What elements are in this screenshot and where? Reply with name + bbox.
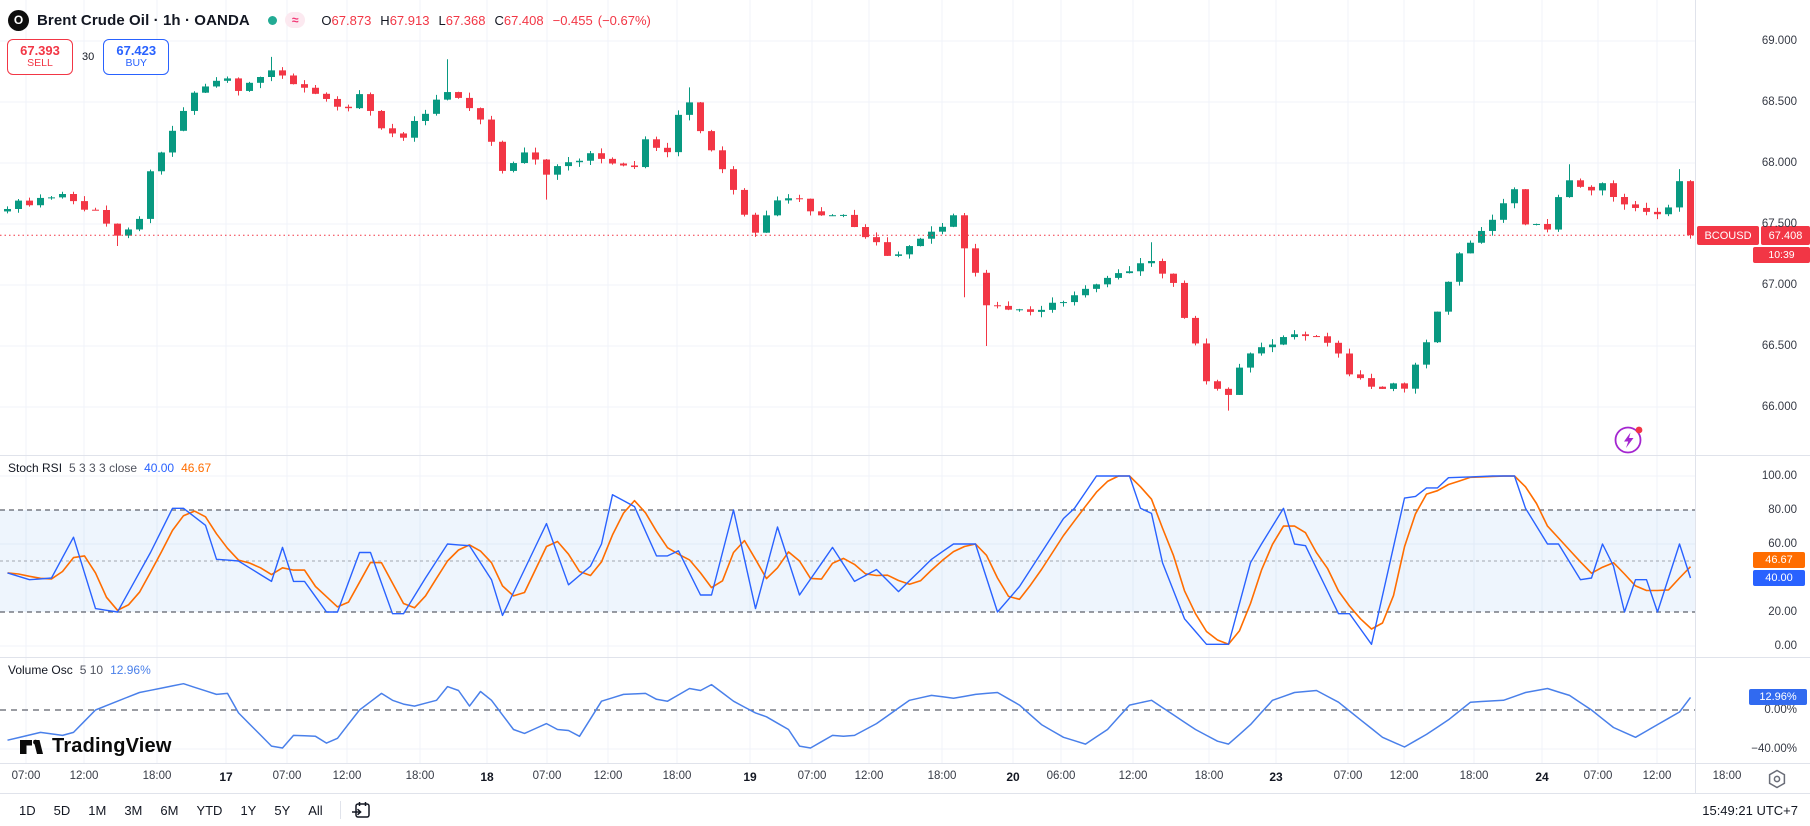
volume-value-badge: 12.96% [1749, 689, 1807, 706]
price-axis-label[interactable]: 67.500 [1761, 218, 1797, 230]
volume-osc-legend[interactable]: Volume Osc 5 10 12.96% [8, 663, 151, 677]
time-axis-label[interactable]: 18:00 [662, 770, 692, 782]
stoch-value-badge: 40.00 [1753, 570, 1805, 586]
time-axis-day-label[interactable]: 24 [1535, 770, 1549, 784]
time-axis-day-label[interactable]: 18 [480, 770, 494, 784]
time-axis-label[interactable]: 12:00 [69, 770, 99, 782]
sell-button[interactable]: 67.393 SELL [7, 39, 73, 75]
clock[interactable]: 15:49:21 UTC+7 [1702, 802, 1798, 818]
bottom-toolbar: 1D 5D 1M 3M 6M YTD 1Y 5Y All 15:49:21 UTC+7 [0, 794, 1810, 826]
range-button-3m[interactable]: 3M [124, 802, 143, 818]
stoch-axis-label[interactable]: 0.00 [1774, 640, 1797, 652]
time-axis-label[interactable]: 12:00 [1118, 770, 1148, 782]
time-axis-label[interactable]: 07:00 [272, 770, 302, 782]
oanda-logo-icon: O [8, 9, 29, 31]
time-axis-label[interactable]: 06:00 [1046, 770, 1076, 782]
time-axis-day-label[interactable]: 19 [743, 770, 757, 784]
stoch-axis-label[interactable]: 20.00 [1768, 606, 1797, 618]
stoch-rsi-legend[interactable]: Stoch RSI 5 3 3 3 close 40.00 46.67 [8, 461, 211, 475]
stoch-rsi-title: Stoch RSI [8, 461, 63, 475]
date-range-buttons: 1D 5D 1M 3M 6M YTD 1Y 5Y All [0, 800, 330, 821]
time-axis-label[interactable]: 18:00 [1712, 770, 1742, 782]
approx-price-icon: ≈ [284, 12, 306, 28]
time-axis-day-label[interactable]: 20 [1006, 770, 1020, 784]
stoch-d-value: 46.67 [181, 461, 212, 475]
price-axis-label[interactable]: 68.500 [1761, 96, 1797, 108]
volume-axis-label[interactable]: −40.00% [1751, 743, 1797, 755]
volume-osc-title: Volume Osc [8, 663, 73, 677]
time-axis-day-label[interactable]: 23 [1269, 770, 1283, 784]
time-axis-label[interactable]: 18:00 [1459, 770, 1489, 782]
high-value: H67.913 [380, 12, 430, 28]
toolbar-divider [339, 801, 341, 819]
range-button-1m[interactable]: 1M [88, 802, 107, 818]
price-axis-label[interactable]: 66.500 [1761, 340, 1797, 352]
last-price-badge: BCOUSD 67.408 [1697, 226, 1810, 245]
time-axis-label[interactable]: 07:00 [11, 770, 41, 782]
open-value: O67.873 [321, 12, 372, 28]
range-button-ytd[interactable]: YTD [196, 802, 223, 818]
stoch-axis-label[interactable]: 80.00 [1768, 504, 1797, 516]
bar-countdown-badge: 10:39 [1753, 247, 1810, 263]
volume-osc-params: 5 10 [79, 663, 104, 677]
price-axis-label[interactable]: 66.000 [1761, 401, 1797, 413]
spread-value: 30 [82, 51, 95, 63]
price-axis-label[interactable]: 67.000 [1761, 279, 1797, 291]
range-button-5y[interactable]: 5Y [274, 802, 291, 818]
time-axis-label[interactable]: 12:00 [1642, 770, 1672, 782]
tradingview-logo[interactable]: TradingView [18, 733, 172, 760]
buy-button[interactable]: 67.423 BUY [103, 39, 170, 75]
low-value: L67.368 [438, 12, 486, 28]
stoch-k-value: 40.00 [144, 461, 175, 475]
time-axis-label[interactable]: 12:00 [1389, 770, 1419, 782]
time-axis-label[interactable]: 12:00 [332, 770, 362, 782]
last-price-symbol: BCOUSD [1697, 226, 1759, 245]
time-axis-label[interactable]: 12:00 [854, 770, 884, 782]
time-axis-label[interactable]: 07:00 [797, 770, 827, 782]
range-button-1d[interactable]: 1D [19, 802, 36, 818]
buy-price: 67.423 [116, 43, 157, 59]
sell-price: 67.393 [20, 43, 60, 59]
time-axis-label[interactable]: 07:00 [532, 770, 562, 782]
price-axis-label[interactable]: 68.000 [1761, 157, 1797, 169]
flash-icon[interactable] [1613, 424, 1645, 456]
ohlc-values: O67.873 H67.913 L67.368 C67.408 −0.455 (−… [321, 13, 650, 28]
symbol-title[interactable]: Brent Crude Oil · 1h · OANDA [37, 11, 250, 29]
stoch-value-badge: 46.67 [1753, 552, 1805, 568]
time-axis-label[interactable]: 18:00 [405, 770, 435, 782]
goto-date-icon[interactable] [351, 799, 373, 821]
range-button-5d[interactable]: 5D [53, 802, 71, 818]
volume-osc-value: 12.96% [110, 663, 151, 677]
stoch-axis-label[interactable]: 60.00 [1768, 538, 1797, 550]
time-axis-label[interactable]: 18:00 [927, 770, 957, 782]
price-axis-label[interactable]: 69.000 [1761, 35, 1797, 47]
axis-settings-icon[interactable] [1766, 768, 1788, 790]
time-axis-label[interactable]: 07:00 [1333, 770, 1363, 782]
range-button-6m[interactable]: 6M [160, 802, 179, 818]
tradingview-logo-icon [20, 739, 43, 754]
time-axis-label[interactable]: 12:00 [593, 770, 623, 782]
market-status-dot-icon [267, 15, 277, 25]
stoch-axis-label[interactable]: 100.00 [1761, 470, 1797, 482]
close-value: C67.408 [494, 12, 544, 28]
time-axis-label[interactable]: 07:00 [1583, 770, 1613, 782]
last-price-value: 67.408 [1761, 226, 1810, 245]
stoch-rsi-params: 5 3 3 3 close [69, 461, 138, 475]
time-axis-day-label[interactable]: 17 [219, 770, 233, 784]
time-axis-label[interactable]: 18:00 [1194, 770, 1224, 782]
range-button-all[interactable]: All [308, 802, 323, 818]
change-values: −0.455 (−0.67%) [552, 12, 651, 28]
tradingview-logo-text: TradingView [52, 735, 172, 757]
volume-axis-label[interactable]: 0.00% [1764, 704, 1797, 716]
time-axis-label[interactable]: 18:00 [142, 770, 172, 782]
range-button-1y[interactable]: 1Y [240, 802, 257, 818]
symbol-header: O Brent Crude Oil · 1h · OANDA ≈ O67.873… [8, 7, 651, 33]
order-panel: 67.393 SELL 30 67.423 BUY [7, 39, 170, 75]
